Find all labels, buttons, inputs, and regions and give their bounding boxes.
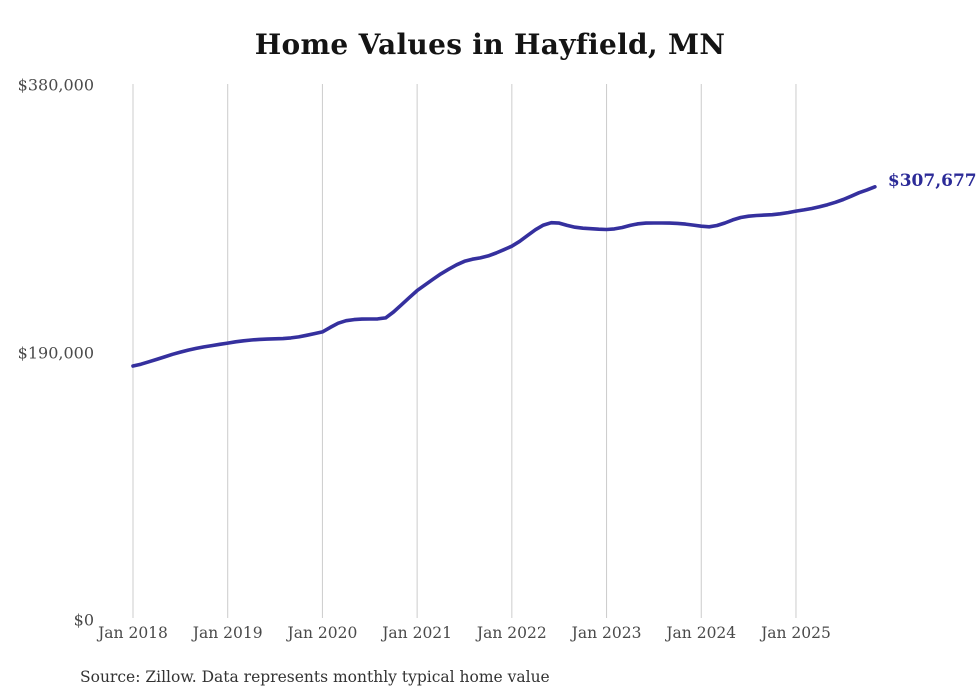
x-tick-label: Jan 2018 [98,624,168,642]
y-tick-label: $380,000 [17,75,94,95]
chart-title: Home Values in Hayfield, MN [254,28,726,61]
x-tick-label: Jan 2021 [382,624,453,642]
x-tick-label: Jan 2020 [287,624,358,642]
x-tick-label: Jan 2023 [571,624,642,642]
y-tick-label: $0 [73,610,94,630]
home-value-line [131,185,877,368]
current-value-label: $307,677 [887,170,977,191]
y-tick-label: $190,000 [17,343,94,362]
x-tick-label: Jan 2025 [761,624,831,642]
source-note: Source: Zillow. Data represents monthly … [80,668,550,686]
x-tick-label: Jan 2019 [192,624,263,642]
x-tick-label: Jan 2024 [666,624,737,642]
x-tick-label: Jan 2022 [476,624,547,642]
